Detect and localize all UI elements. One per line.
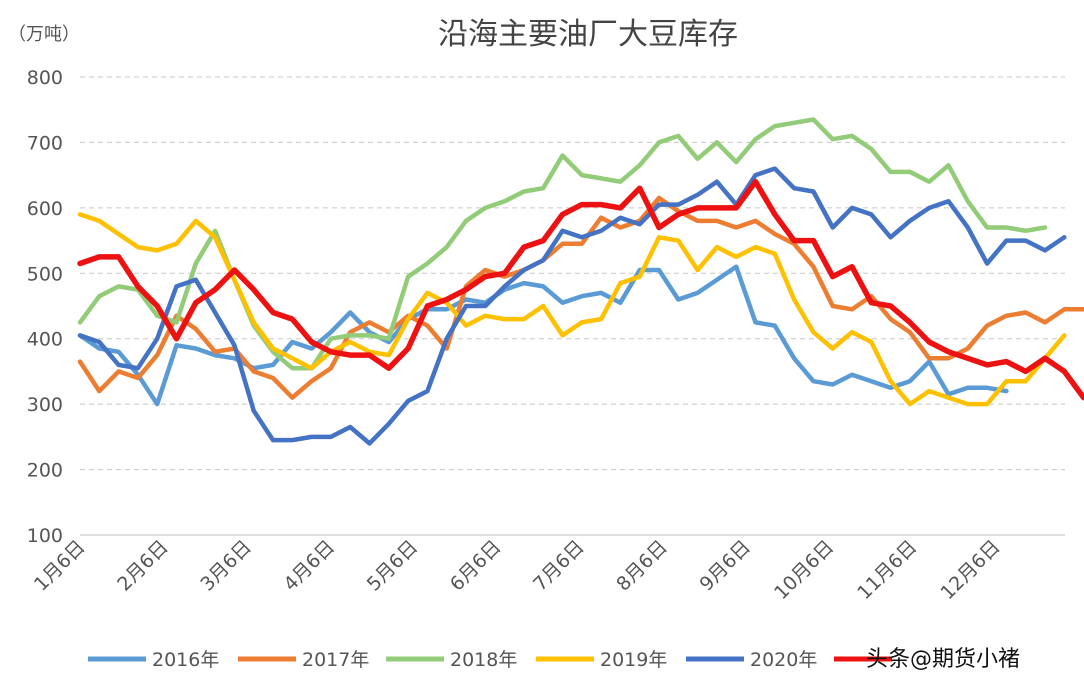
x-tick-label: 8月6日: [612, 536, 672, 596]
legend: 2016年 2017年 2018年 2019年 2020年: [88, 649, 892, 671]
chart-title: 沿海主要油厂大豆库存: [438, 17, 738, 52]
x-tick-label: 3月6日: [196, 536, 256, 596]
gridlines: [80, 76, 1065, 536]
y-tick-label: 800: [27, 67, 63, 89]
legend-label: 2017年: [302, 649, 369, 671]
series-line-2019年: [77, 212, 1067, 407]
legend-label: 2020年: [750, 649, 817, 671]
series-line-2016年: [77, 264, 1009, 407]
series-line-unnamed: [77, 178, 1084, 401]
y-axis-ticks: 800 700 600 500 400 300 200 100: [27, 67, 63, 547]
watermark: 头条@期货小褚: [866, 647, 1020, 672]
y-tick-label: 500: [27, 263, 63, 285]
y-tick-label: 300: [27, 394, 63, 416]
x-tick-label: 10月6日: [770, 536, 838, 604]
x-tick-label: 11月6日: [853, 536, 921, 604]
x-axis-ticks: 1月6日 2月6日 3月6日 4月6日 5月6日 6月6日 7月6日 8月6日 9月6日 10月6…: [30, 536, 1005, 604]
series-lines: [77, 117, 1084, 446]
y-tick-label: 200: [27, 460, 63, 482]
x-tick-label: 7月6日: [529, 536, 589, 596]
y-tick-label: 100: [27, 525, 63, 547]
x-tick-label: 2月6日: [113, 536, 173, 596]
y-tick-label: 400: [27, 329, 63, 351]
y-tick-label: 600: [27, 198, 63, 220]
legend-label: 2019年: [600, 649, 667, 671]
x-tick-label: 6月6日: [446, 536, 506, 596]
legend-label: 2016年: [152, 649, 219, 671]
y-axis-unit: （万吨）: [8, 24, 80, 45]
legend-label: 2018年: [450, 649, 517, 671]
x-tick-label: 4月6日: [280, 536, 340, 596]
series-line-2020年: [77, 166, 1067, 446]
x-tick-label: 12月6日: [936, 536, 1004, 604]
x-tick-label: 5月6日: [363, 536, 423, 596]
y-tick-label: 700: [27, 132, 63, 154]
x-tick-label: 9月6日: [695, 536, 755, 596]
series-line-2017年: [77, 195, 1084, 400]
